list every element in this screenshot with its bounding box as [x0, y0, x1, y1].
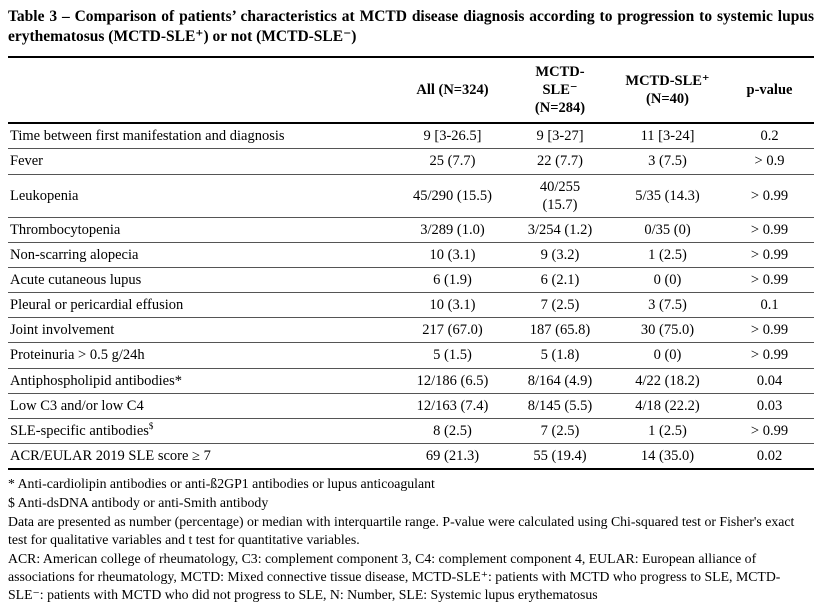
table-row: Acute cutaneous lupus 6 (1.9) 6 (2.1) 0 (0)… — [8, 267, 814, 294]
cell-value: 7 (2.5) — [510, 292, 610, 319]
cell-value: > 0.9 — [725, 148, 814, 175]
footnote-methods: Data are presented as number (percentage… — [8, 513, 795, 547]
comparison-table: All (N=324) MCTD- SLE⁻ (N=284) MCTD-SLE⁺ (… — [8, 55, 814, 471]
row-label: Non-scarring alopecia — [8, 242, 395, 269]
footnote-abbreviations: ACR: American college of rheumatology, C… — [8, 550, 781, 602]
cell-value: 22 (7.7) — [510, 148, 610, 175]
cell-value: 3 (7.5) — [610, 292, 725, 319]
cell-value: > 0.99 — [725, 174, 814, 218]
cell-value: 1 (2.5) — [610, 418, 725, 444]
table-row: Time between first manifestation and dia… — [8, 123, 814, 150]
cell-value: > 0.99 — [725, 317, 814, 344]
row-label: Joint involvement — [8, 317, 395, 344]
row-label: Antiphospholipid antibodies* — [8, 368, 395, 394]
cell-value: 10 (3.1) — [395, 242, 510, 269]
cell-value: 55 (19.4) — [510, 443, 610, 471]
cell-value: 45/290 (15.5) — [395, 174, 510, 218]
row-label: Leukopenia — [8, 174, 395, 218]
cell-value: > 0.99 — [725, 418, 814, 444]
cell-value: 40/255 (15.7) — [510, 174, 610, 218]
cell-value: > 0.99 — [725, 267, 814, 294]
cell-value: 12/163 (7.4) — [395, 393, 510, 419]
cell-value: > 0.99 — [725, 217, 814, 243]
table-row: Non-scarring alopecia 10 (3.1) 9 (3.2) 1 (2… — [8, 242, 814, 269]
cell-value: 6 (1.9) — [395, 267, 510, 294]
cell-value: 4/18 (22.2) — [610, 393, 725, 419]
cell-value: 12/186 (6.5) — [395, 368, 510, 394]
table-row: SLE-specific antibodies$ 8 (2.5) 7 (2.5) 1 … — [8, 418, 814, 444]
table-row: ACR/EULAR 2019 SLE score ≥ 7 69 (21.3) 55 … — [8, 443, 814, 471]
cell-value: 217 (67.0) — [395, 317, 510, 344]
table-row: Antiphospholipid antibodies* 12/186 (6.5)… — [8, 368, 814, 394]
table-row: Low C3 and/or low C4 12/163 (7.4) 8/145 (5… — [8, 393, 814, 419]
cell-value: 5 (1.8) — [510, 342, 610, 369]
cell-value: 69 (21.3) — [395, 443, 510, 471]
column-header-2: MCTD- SLE⁻ (N=284) — [510, 55, 610, 125]
cell-value: 3/289 (1.0) — [395, 217, 510, 243]
cell-value: 5/35 (14.3) — [610, 174, 725, 218]
cell-value: 0.02 — [725, 443, 814, 471]
footnote-dollar: $ Anti-dsDNA antibody or anti-Smith anti… — [8, 494, 269, 510]
cell-value: 8 (2.5) — [395, 418, 510, 444]
cell-value: 14 (35.0) — [610, 443, 725, 471]
column-header-4: p-value — [725, 55, 814, 125]
column-header-1: All (N=324) — [395, 55, 510, 125]
cell-value: 0/35 (0) — [610, 217, 725, 243]
header-row: All (N=324) MCTD- SLE⁻ (N=284) MCTD-SLE⁺ (… — [8, 55, 814, 125]
table-row: Leukopenia 45/290 (15.5) 40/255 (15.7) 5/35… — [8, 174, 814, 218]
table-row: Thrombocytopenia 3/289 (1.0) 3/254 (1.2) 0/… — [8, 217, 814, 243]
cell-value: 0 (0) — [610, 342, 725, 369]
cell-value: 4/22 (18.2) — [610, 368, 725, 394]
table-row: Joint involvement 217 (67.0) 187 (65.8) 30 … — [8, 317, 814, 344]
cell-value: 11 [3-24] — [610, 123, 725, 150]
row-label: Acute cutaneous lupus — [8, 267, 395, 294]
row-label: Thrombocytopenia — [8, 217, 395, 243]
table-row: Pleural or pericardial effusion 10 (3.1) 7… — [8, 292, 814, 319]
cell-value: 0.1 — [725, 292, 814, 319]
cell-value: 187 (65.8) — [510, 317, 610, 344]
row-label: Proteinuria > 0.5 g/24h — [8, 342, 395, 369]
table-row: Fever 25 (7.7) 22 (7.7) 3 (7.5) > 0.9 — [8, 148, 814, 175]
row-label: Time between first manifestation and dia… — [8, 123, 395, 150]
cell-value: 0.03 — [725, 393, 814, 419]
cell-value: 9 (3.2) — [510, 242, 610, 269]
cell-value: 30 (75.0) — [610, 317, 725, 344]
row-label: Fever — [8, 148, 395, 175]
cell-value: 25 (7.7) — [395, 148, 510, 175]
cell-value: 8/164 (4.9) — [510, 368, 610, 394]
row-label: Pleural or pericardial effusion — [8, 292, 395, 319]
cell-value: 9 [3-26.5] — [395, 123, 510, 150]
footnotes-block: * Anti-cardiolipin antibodies or anti-ß2… — [8, 475, 814, 603]
footnote-asterisk: * Anti-cardiolipin antibodies or anti-ß2… — [8, 476, 435, 492]
cell-value: > 0.99 — [725, 242, 814, 269]
cell-value: 7 (2.5) — [510, 418, 610, 444]
cell-value: 9 [3-27] — [510, 123, 610, 150]
cell-value: 1 (2.5) — [610, 242, 725, 269]
cell-value: > 0.99 — [725, 342, 814, 369]
column-header-0 — [8, 55, 395, 125]
row-label-superscript: $ — [148, 420, 154, 431]
cell-value: 3 (7.5) — [610, 148, 725, 175]
cell-value: 8/145 (5.5) — [510, 393, 610, 419]
row-label: SLE-specific antibodies$ — [8, 418, 395, 444]
cell-value: 5 (1.5) — [395, 342, 510, 369]
row-label: Low C3 and/or low C4 — [8, 393, 395, 419]
cell-value: 0.04 — [725, 368, 814, 394]
table-caption: Table 3 – Comparison of patients’ charac… — [8, 8, 814, 46]
cell-value: 10 (3.1) — [395, 292, 510, 319]
cell-value: 0 (0) — [610, 267, 725, 294]
table-row: Proteinuria > 0.5 g/24h 5 (1.5) 5 (1.8) 0 (… — [8, 342, 814, 369]
cell-value: 0.2 — [725, 123, 814, 150]
column-header-3: MCTD-SLE⁺ (N=40) — [610, 55, 725, 125]
cell-value: 3/254 (1.2) — [510, 217, 610, 243]
cell-value: 6 (2.1) — [510, 267, 610, 294]
row-label: ACR/EULAR 2019 SLE score ≥ 7 — [8, 443, 395, 471]
